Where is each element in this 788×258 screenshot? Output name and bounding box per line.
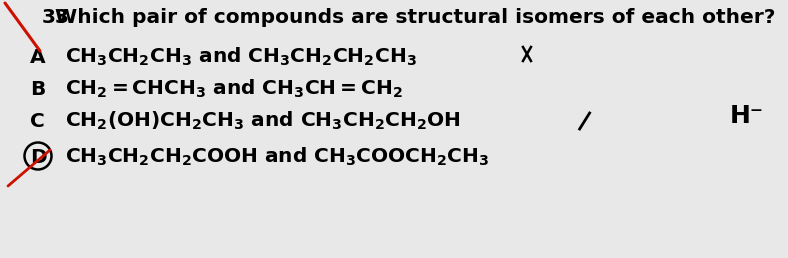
Text: $\mathregular{CH_2{=}CHCH_3}$ and $\mathregular{CH_3CH{=}CH_2}$: $\mathregular{CH_2{=}CHCH_3}$ and $\math… [65,78,403,100]
Text: $\mathregular{CH_3CH_2CH_3}$ and $\mathregular{CH_3CH_2CH_2CH_3}$: $\mathregular{CH_3CH_2CH_3}$ and $\mathr… [65,46,417,68]
Text: Which pair of compounds are structural isomers of each other?: Which pair of compounds are structural i… [55,8,775,27]
Text: C: C [30,112,45,131]
Text: H⁻: H⁻ [730,104,764,128]
Text: D: D [30,148,46,167]
Text: 33: 33 [42,8,70,27]
Text: A: A [30,48,46,67]
Text: $\mathregular{CH_2(OH)CH_2CH_3}$ and $\mathregular{CH_3CH_2CH_2OH}$: $\mathregular{CH_2(OH)CH_2CH_3}$ and $\m… [65,110,461,132]
Text: $\mathregular{CH_3CH_2CH_2COOH}$ and $\mathregular{CH_3COOCH_2CH_3}$: $\mathregular{CH_3CH_2CH_2COOH}$ and $\m… [65,146,489,168]
Text: B: B [30,80,45,99]
